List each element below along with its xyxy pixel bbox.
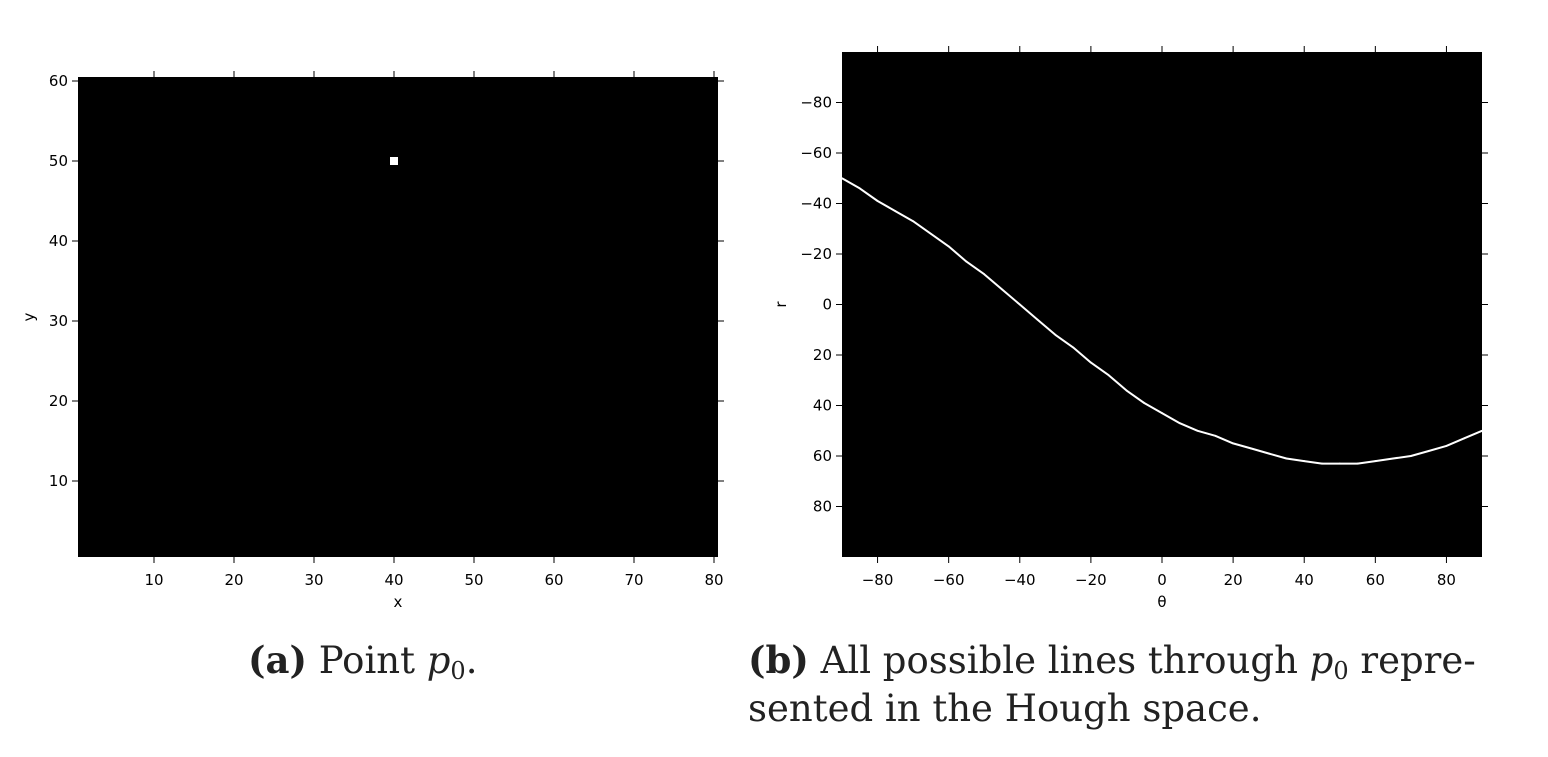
plot-b-series-0-point-5 bbox=[929, 232, 932, 235]
plot-b-hough-space: −80 −60 −40 −20 0 20 40 60 80 −80 −60 −40 −20 0 20 40 60… bbox=[772, 46, 1488, 611]
plot-b-series-0-point-13 bbox=[1072, 346, 1075, 349]
plot-b-series-0-point-15 bbox=[1107, 374, 1110, 377]
caption-b-end: repre- bbox=[1348, 639, 1476, 682]
plot-b-ytick-label-6: 40 bbox=[813, 397, 832, 415]
plot-a-ylabel: y bbox=[20, 312, 38, 321]
plot-a-xtick-label-1: 20 bbox=[224, 571, 243, 589]
plot-b-series-0-point-33 bbox=[1427, 450, 1430, 452]
plot-b-series-0-point-23 bbox=[1249, 447, 1252, 450]
plot-b-series-0-point-9 bbox=[1001, 288, 1003, 291]
plot-b-ytick-label-7: 60 bbox=[813, 447, 832, 465]
plot-b-series-0-point-22 bbox=[1232, 442, 1235, 445]
plot-a-point-image: 10 20 30 40 50 60 70 80 10 20 30 40 50 60 x y bbox=[20, 71, 724, 611]
plot-b-series-0-point-35 bbox=[1463, 437, 1466, 440]
plot-b-ytick-label-8: 80 bbox=[813, 498, 832, 516]
plot-b-xtick-label-3: −20 bbox=[1075, 571, 1107, 589]
plot-b-series-0-point-34 bbox=[1445, 445, 1448, 447]
plot-a-xtick-label-4: 50 bbox=[464, 571, 483, 589]
plot-b-series-0-point-18 bbox=[1161, 412, 1163, 414]
plot-b-series-0-point-3 bbox=[894, 210, 897, 212]
plot-a-ytick-label-5: 60 bbox=[49, 72, 68, 90]
plot-b-series-0-point-6 bbox=[947, 245, 950, 248]
plot-a-xtick-label-6: 70 bbox=[624, 571, 643, 589]
plot-b-series-0-point-29 bbox=[1356, 462, 1359, 465]
plot-b-series-0-point-27 bbox=[1321, 462, 1323, 465]
plot-a-xtick-label-0: 10 bbox=[144, 571, 163, 589]
plot-b-series-0-point-31 bbox=[1392, 457, 1395, 460]
plot-b-xtick-label-5: 20 bbox=[1224, 571, 1243, 589]
caption-b-var: p bbox=[1309, 639, 1334, 682]
plot-b-series-0-point-25 bbox=[1285, 457, 1288, 460]
caption-a-text: Point bbox=[318, 639, 427, 682]
plot-a-xlabel: x bbox=[394, 593, 403, 611]
plot-a-xtick-label-3: 40 bbox=[384, 571, 403, 589]
plot-b-series-0-point-10 bbox=[1018, 303, 1021, 306]
plot-b-series-0-point-19 bbox=[1178, 422, 1181, 425]
plot-b-ytick-label-4: 0 bbox=[822, 296, 832, 314]
plot-b-series-0-point-14 bbox=[1089, 361, 1092, 364]
plot-b-plot-area bbox=[842, 52, 1482, 557]
caption-b-line2: sented in the Hough space. bbox=[748, 687, 1262, 730]
plot-b-series-0-point-30 bbox=[1374, 460, 1377, 462]
plot-b-ylabel: r bbox=[772, 301, 790, 308]
plot-b-series-0-point-12 bbox=[1054, 333, 1057, 336]
plot-b-series-0-point-4 bbox=[912, 220, 915, 223]
plot-b-xtick-label-0: −80 bbox=[862, 571, 894, 589]
plot-b-series-0-point-11 bbox=[1036, 318, 1039, 321]
plot-b-xlabel: θ bbox=[1157, 593, 1166, 611]
plot-b-xtick-label-7: 60 bbox=[1366, 571, 1385, 589]
plot-b-series-0-point-7 bbox=[965, 260, 968, 263]
plot-b-series-0-point-1 bbox=[858, 187, 861, 190]
plot-b-ytick-label-3: −20 bbox=[800, 245, 832, 263]
plot-b-series-0-point-24 bbox=[1267, 452, 1270, 455]
plot-b-ytick-label-2: −40 bbox=[800, 195, 832, 213]
caption-a-end: . bbox=[465, 639, 478, 682]
plot-b-series-0-point-20 bbox=[1196, 429, 1199, 432]
caption-b-sub: 0 bbox=[1333, 657, 1349, 685]
plot-b-series-0-point-2 bbox=[876, 200, 879, 202]
plot-b-ytick-label-5: 20 bbox=[813, 346, 832, 364]
plot-b-xtick-label-1: −60 bbox=[933, 571, 965, 589]
plot-b-series-0-point-21 bbox=[1214, 434, 1217, 437]
caption-a-sub: 0 bbox=[450, 657, 466, 685]
plot-b-xtick-label-4: 0 bbox=[1157, 571, 1167, 589]
plot-b-series-0-point-17 bbox=[1143, 402, 1146, 404]
caption-b-label: (b) bbox=[748, 638, 809, 682]
caption-a: (a) Point p0. bbox=[248, 636, 477, 685]
plot-a-xtick-label-2: 30 bbox=[304, 571, 323, 589]
plot-b-xtick-label-6: 40 bbox=[1295, 571, 1314, 589]
plot-b-series-0-point-32 bbox=[1409, 455, 1412, 457]
plot-a-xtick-label-5: 60 bbox=[544, 571, 563, 589]
plot-b-series-0-point-28 bbox=[1338, 462, 1341, 465]
plot-a-plot-area bbox=[78, 77, 718, 557]
plot-b-series-0-point-26 bbox=[1303, 460, 1306, 462]
plot-b-ytick-label-1: −60 bbox=[800, 144, 832, 162]
plot-a-ytick-label-4: 50 bbox=[49, 152, 68, 170]
plot-b-series-0-point-36 bbox=[1481, 429, 1483, 432]
plot-a-point-0 bbox=[390, 157, 398, 165]
caption-b-text: All possible lines through bbox=[820, 639, 1310, 682]
plot-b-series-0-point-16 bbox=[1125, 389, 1128, 392]
plot-b-ytick-label-0: −80 bbox=[800, 94, 832, 112]
plot-a-ytick-label-0: 10 bbox=[49, 472, 68, 490]
plot-a-ytick-label-3: 40 bbox=[49, 232, 68, 250]
plot-a-ytick-label-2: 30 bbox=[49, 312, 68, 330]
plot-a-ytick-label-1: 20 bbox=[49, 392, 68, 410]
plot-b-xtick-label-2: −40 bbox=[1004, 571, 1036, 589]
caption-a-var: p bbox=[426, 639, 451, 682]
caption-a-label: (a) bbox=[248, 638, 307, 682]
plot-b-xtick-label-8: 80 bbox=[1437, 571, 1456, 589]
plot-b-series-0-point-8 bbox=[983, 273, 986, 276]
caption-b: (b) All possible lines through p0 repre-… bbox=[748, 636, 1538, 733]
plot-b-series-0-point-0 bbox=[841, 177, 843, 180]
plot-a-xtick-label-7: 80 bbox=[704, 571, 723, 589]
